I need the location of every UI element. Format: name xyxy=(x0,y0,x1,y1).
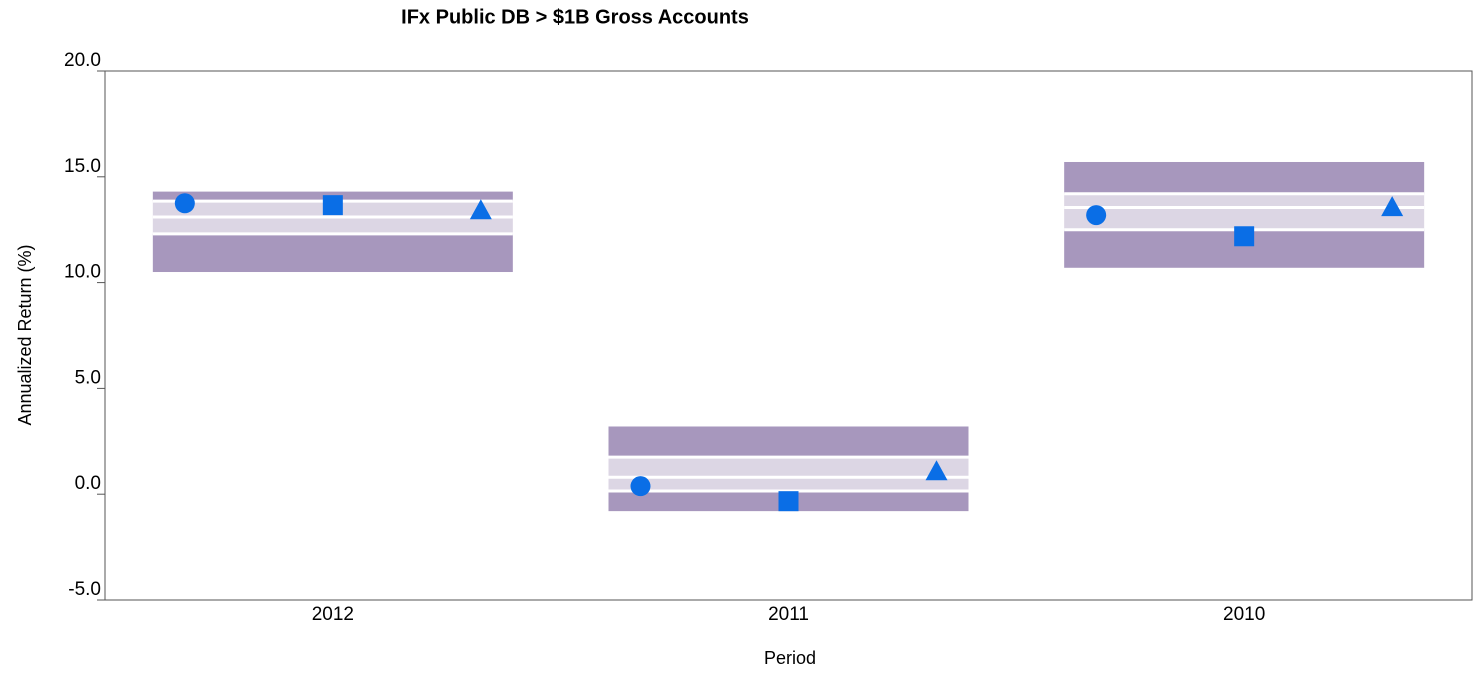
marker-triangle xyxy=(1381,196,1404,217)
marker-square xyxy=(322,195,343,216)
percentile-band xyxy=(608,426,969,458)
percentile-band xyxy=(1064,193,1425,208)
chart-title: IFx Public DB > $1B Gross Accounts xyxy=(401,6,749,28)
x-tick-label: 2012 xyxy=(312,604,354,625)
marker-square xyxy=(1234,226,1255,247)
x-axis-label: Period xyxy=(764,648,816,668)
y-tick-label: 0.0 xyxy=(75,473,101,494)
percentile-band xyxy=(1064,207,1425,230)
percentile-band xyxy=(152,233,513,273)
percentile-band xyxy=(608,457,969,478)
y-tick-label: 20.0 xyxy=(64,50,101,71)
percentile-band xyxy=(152,217,513,234)
marker-circle xyxy=(630,476,651,497)
y-tick-label: -5.0 xyxy=(68,579,101,600)
plot-frame xyxy=(104,70,1473,601)
y-tick-label: 5.0 xyxy=(75,367,101,388)
marker-circle xyxy=(1086,205,1107,226)
y-tick-label: 10.0 xyxy=(64,262,101,283)
marker-square xyxy=(778,491,799,512)
percentile-band xyxy=(608,477,969,492)
x-tick-label: 2010 xyxy=(1223,604,1265,625)
y-axis-label: Annualized Return (%) xyxy=(15,244,35,425)
marker-circle xyxy=(174,193,195,214)
y-tick-label: 15.0 xyxy=(64,156,101,177)
percentile-band xyxy=(1064,161,1425,194)
x-tick-label: 2011 xyxy=(768,604,809,625)
marker-triangle xyxy=(925,460,948,481)
marker-triangle xyxy=(469,199,492,220)
